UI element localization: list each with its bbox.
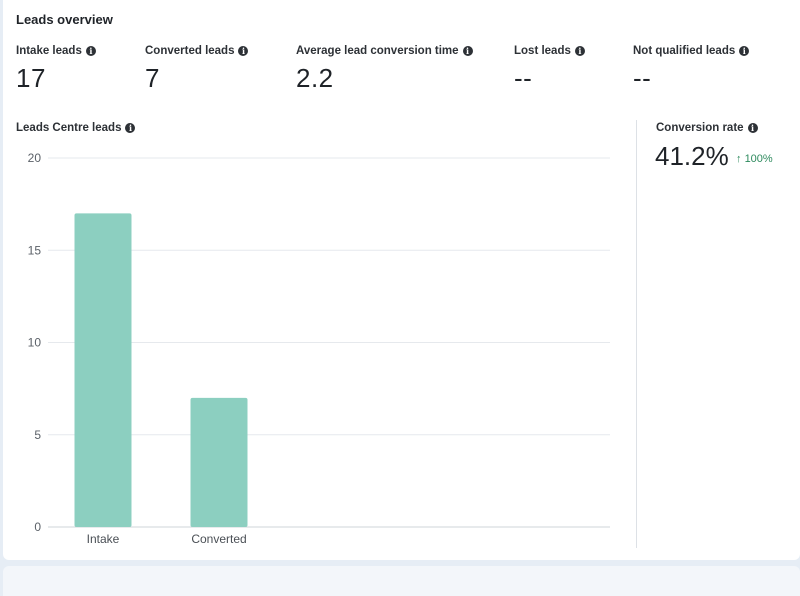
divider [636,120,637,548]
y-tick-label: 15 [28,243,42,257]
page-title: Leads overview [16,12,113,27]
info-icon[interactable]: i [125,123,136,133]
metric-label: Converted leads [145,45,235,57]
conversion-rate-label: Conversion rate [656,122,744,134]
bar-converted[interactable] [190,397,248,527]
chart-title: Leads Centre leads [16,122,122,134]
y-tick-label: 20 [28,151,42,165]
y-tick-label: 10 [28,336,42,350]
metric-converted-leads: Converted leads i 7 [145,45,249,94]
metric-average-conversion-time: Average lead conversion time i 2.2 [296,45,473,94]
metric-value: -- [514,63,533,93]
metric-label: Average lead conversion time [296,45,459,57]
metric-value: 2.2 [296,63,334,93]
metric-not-qualified-leads: Not qualified leads i -- [633,45,750,94]
chart-title-row: Leads Centre leads i [16,122,136,134]
info-icon[interactable]: i [85,46,96,56]
conversion-trend-value: 100% [744,153,773,165]
next-card [3,566,800,596]
info-icon[interactable]: i [747,123,758,133]
x-tick-label: Converted [191,532,246,546]
info-icon[interactable]: i [739,46,750,56]
leads-bar-chart: 0 5 10 15 20 Intake Converted [28,151,610,546]
info-icon[interactable]: i [462,46,473,56]
metric-label: Lost leads [514,45,571,57]
conversion-trend: ↑ 100% [736,153,773,165]
metric-lost-leads: Lost leads i -- [514,45,585,94]
metric-value: 17 [16,63,46,93]
conversion-rate-value: 41.2% [655,141,729,171]
conversion-rate-label-row: Conversion rate i [656,122,758,134]
bar-intake[interactable] [74,213,132,527]
y-tick-label: 0 [34,520,41,534]
info-icon[interactable]: i [574,46,585,56]
info-icon[interactable]: i [238,46,249,56]
arrow-up-icon: ↑ [736,153,742,165]
x-tick-label: Intake [87,532,120,546]
y-tick-label: 5 [34,428,41,442]
metric-value: 7 [145,63,160,93]
metric-intake-leads: Intake leads i 17 [16,45,96,94]
metric-value: -- [633,63,652,93]
leads-overview-card: Leads overview Intake leads i 17 Converte… [3,0,800,560]
metric-label: Intake leads [16,45,82,57]
metric-label: Not qualified leads [633,45,736,57]
